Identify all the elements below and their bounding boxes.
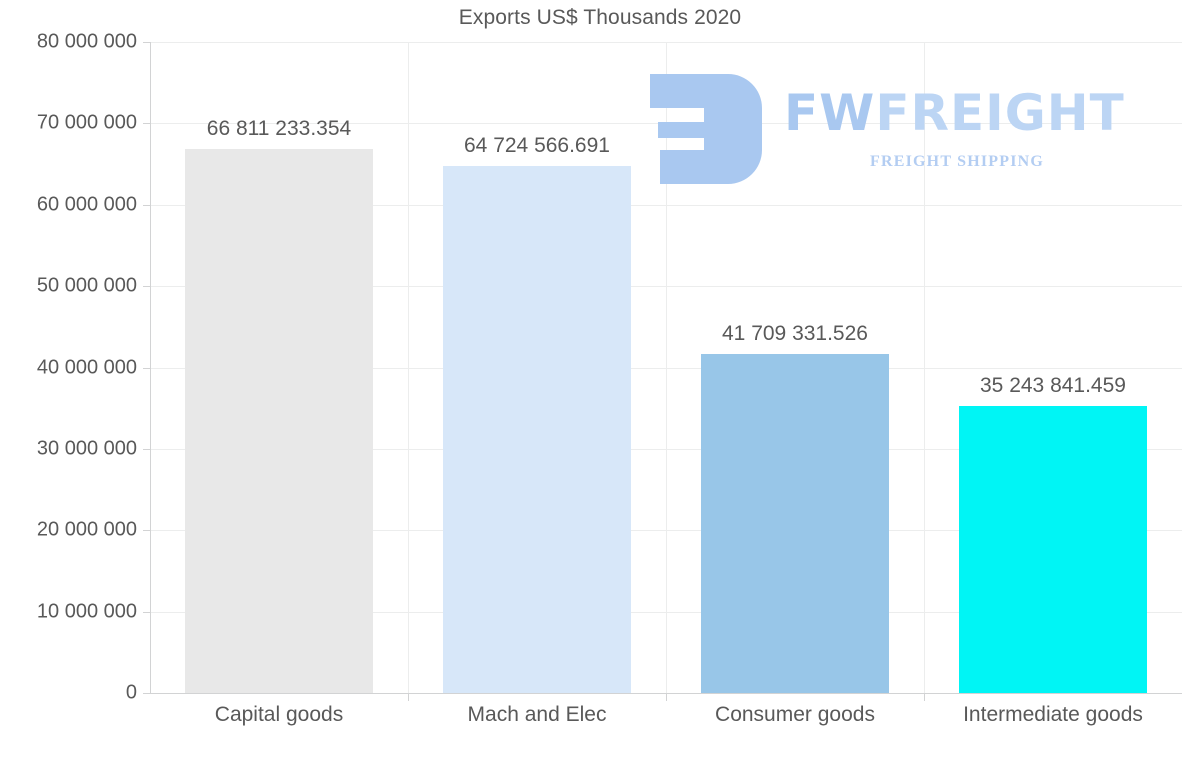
x-axis-tick-mark — [666, 694, 667, 701]
y-axis-tick-label: 60 000 000 — [36, 193, 137, 216]
y-axis-tick-mark — [143, 611, 150, 613]
y-axis-tick-mark — [143, 42, 150, 43]
bar-value-label: 66 811 233.354 — [206, 117, 352, 141]
x-axis-category-label: Consumer goods — [715, 703, 875, 726]
x-axis-tick-mark — [408, 694, 409, 701]
y-axis-tick-label: 40 000 000 — [36, 356, 137, 378]
bar-value-label: 64 724 566.691 — [464, 134, 610, 158]
bar[interactable] — [184, 149, 374, 693]
y-axis-tick-label: 70 000 000 — [36, 111, 137, 134]
gridline-vertical — [924, 42, 925, 693]
y-axis-tick-label: 20 000 000 — [36, 518, 137, 541]
bar[interactable] — [700, 353, 890, 693]
y-axis-tick-mark — [143, 204, 150, 206]
plot-area — [150, 42, 1182, 693]
x-axis-line — [150, 693, 1182, 694]
y-axis-tick-mark — [143, 530, 150, 532]
y-axis-tick-label: 0 — [125, 681, 137, 704]
x-axis-category-label: Mach and Elec — [467, 703, 607, 726]
y-axis-tick-label: 10 000 000 — [36, 600, 137, 623]
y-axis-line — [150, 42, 151, 694]
gridline-vertical — [666, 42, 667, 693]
y-axis-tick-mark — [143, 693, 150, 694]
y-axis-tick-mark — [143, 448, 150, 450]
x-axis-category-label: Intermediate goods — [963, 703, 1143, 726]
x-axis-tick-mark — [924, 694, 925, 701]
y-axis-tick-mark — [143, 286, 150, 288]
y-axis-tick-label: 50 000 000 — [36, 274, 137, 297]
chart-title: Exports US$ Thousands 2020 — [458, 6, 742, 29]
bar-value-label: 35 243 841.459 — [980, 374, 1126, 398]
bar[interactable] — [442, 166, 632, 693]
y-axis-tick-mark — [143, 367, 150, 369]
y-axis-tick-label: 80 000 000 — [36, 30, 137, 53]
bar-value-label: 41 709 331.526 — [722, 321, 868, 345]
y-axis-tick-label: 30 000 000 — [36, 437, 137, 460]
x-axis-category-label: Capital goods — [214, 703, 344, 726]
gridline-vertical — [408, 42, 409, 693]
y-axis-tick-mark — [143, 123, 150, 125]
bar[interactable] — [958, 406, 1148, 693]
